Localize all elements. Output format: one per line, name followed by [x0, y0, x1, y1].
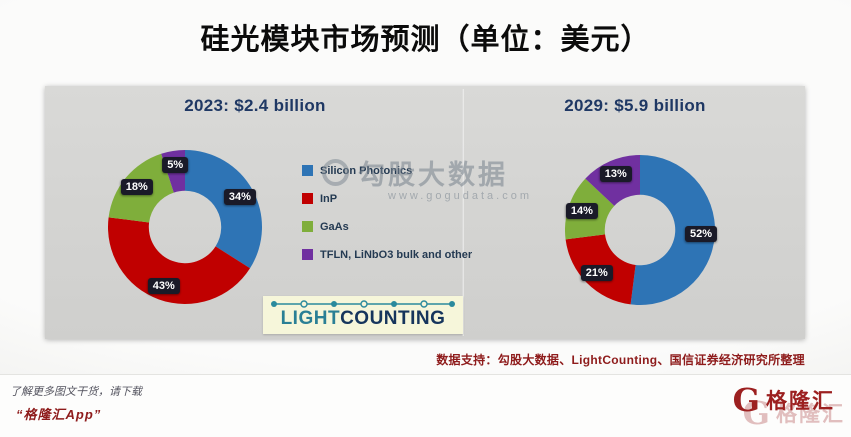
legend-swatch-red [302, 193, 313, 204]
footer-bar: 了解更多图文干货，请下载 “格隆汇App” G 格隆汇 G 格隆汇 [0, 374, 851, 437]
dots-line-icon [271, 300, 455, 308]
footer-promo-text: 了解更多图文干货，请下载 [10, 386, 142, 398]
slice-label: 43% [147, 277, 180, 294]
gelonghui-g-icon: G [742, 394, 770, 432]
slice-label: 21% [580, 265, 613, 282]
legend-label: InP [320, 192, 338, 205]
gelonghui-name: 格隆汇 [776, 403, 845, 426]
slice-label: 13% [599, 165, 632, 182]
chart-title-2029: 2029: $5.9 billion [564, 96, 706, 115]
donut-chart-2029: 52% 21% 14% 13% [565, 155, 718, 305]
gelonghui-g-icon: G [732, 381, 760, 419]
legend-item-silicon-photonics: Silicon Photonics [302, 164, 472, 177]
slice-label: 5% [162, 157, 189, 174]
legend-label: Silicon Photonics [320, 164, 413, 177]
gelonghui-logo-ghost: G 格隆汇 [743, 397, 845, 429]
panel-divider [462, 89, 464, 336]
data-source-note: 数据支持：勾股大数据、LightCounting、国信证券经济研究所整理 [436, 353, 805, 367]
legend-label: TFLN, LiNbO3 bulk and other [320, 248, 473, 261]
lightcounting-light-text: LIGHT [280, 308, 341, 329]
donut-chart-2023: 34% 43% 18% 5% [108, 150, 262, 304]
legend-swatch-green [302, 221, 313, 232]
slice-label: 18% [120, 179, 153, 196]
legend-swatch-purple [302, 249, 313, 260]
slice-label: 34% [223, 188, 256, 205]
lightcounting-counting-text: COUNTING [340, 308, 446, 329]
footer-app-name: “格隆汇App” [16, 407, 102, 422]
lightcounting-logo: LIGHTCOUNTING [263, 296, 463, 334]
legend-swatch-blue [302, 165, 313, 176]
legend-label: GaAs [320, 220, 349, 233]
page-title: 硅光模块市场预测（单位：美元） [200, 24, 651, 56]
slice-label: 14% [565, 203, 598, 220]
chart-legend: Silicon Photonics InP GaAs TFLN, LiNbO3 … [302, 164, 472, 261]
lightcounting-wordmark: LIGHTCOUNTING [263, 308, 463, 330]
gelonghui-logo: G 格隆汇 [733, 384, 835, 416]
chart-title-2023: 2023: $2.4 billion [184, 96, 326, 115]
gelonghui-name: 格隆汇 [766, 390, 835, 413]
legend-item-gaas: GaAs [302, 220, 472, 233]
legend-item-inp: InP [302, 192, 472, 205]
legend-item-tfln: TFLN, LiNbO3 bulk and other [302, 248, 472, 261]
slice-label: 52% [684, 225, 718, 242]
chart-card: 2023: $2.4 billion 2029: $5.9 billion 34… [45, 86, 805, 339]
